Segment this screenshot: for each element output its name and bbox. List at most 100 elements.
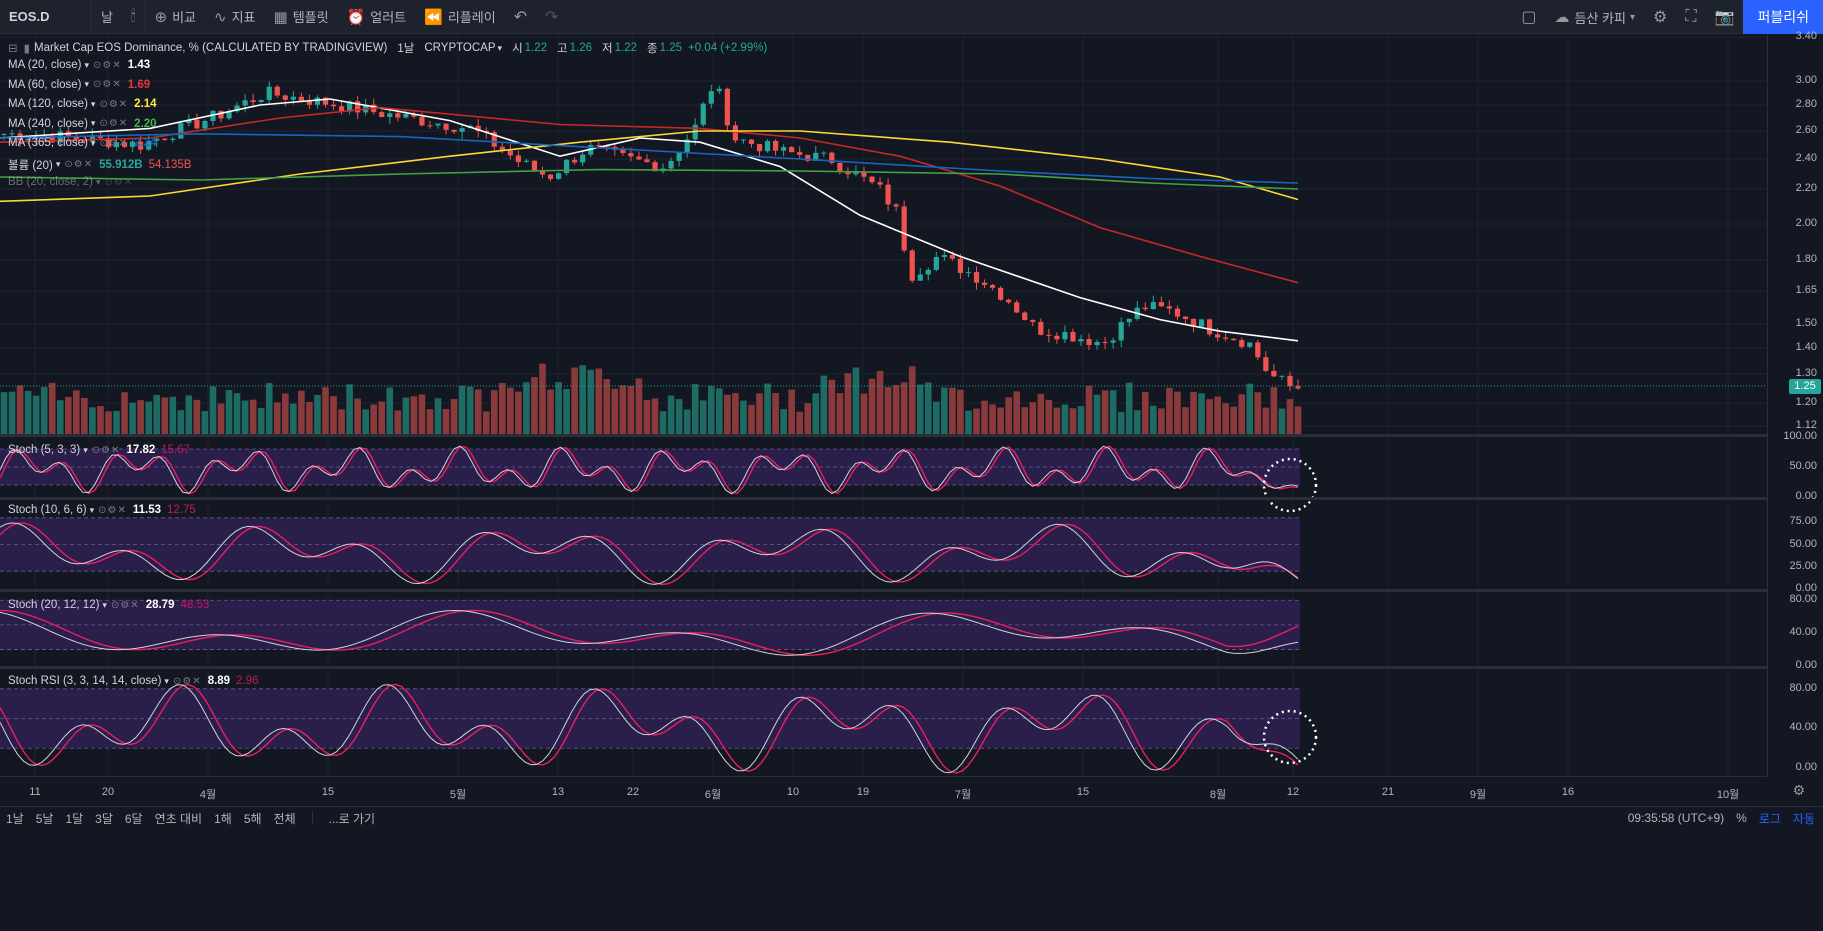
panel-separator[interactable] bbox=[0, 497, 1823, 500]
time-axis[interactable]: 11 20 4월 15 5월 13 22 6월 10 19 7월 15 8월 12 21 9월 16 10월 bbox=[0, 776, 1767, 806]
range-button[interactable]: 1달 bbox=[65, 811, 84, 826]
volume-bar bbox=[64, 396, 72, 434]
volume-bar bbox=[241, 400, 249, 434]
range-button[interactable]: 5날 bbox=[35, 811, 54, 826]
indicator-controls-icon[interactable]: ⊙⚙✕ bbox=[93, 79, 122, 90]
candle-body bbox=[475, 125, 481, 132]
fullscreen-button[interactable]: ⛶ bbox=[1676, 0, 1705, 34]
fullscreen-layout-button[interactable]: ▢ bbox=[1512, 0, 1545, 34]
chevron-down-icon[interactable]: ▾ bbox=[102, 599, 107, 610]
volume-bar bbox=[394, 410, 402, 434]
chevron-down-icon[interactable]: ▾ bbox=[90, 98, 96, 109]
volume-bar bbox=[1133, 410, 1141, 434]
templates-button[interactable]: ▦ 템플릿 bbox=[265, 0, 338, 34]
candles-icon: 🕯 bbox=[130, 7, 136, 25]
candle-body bbox=[1239, 340, 1245, 347]
range-button[interactable]: 전체 bbox=[273, 811, 296, 826]
undo-button[interactable]: ↶ bbox=[505, 0, 536, 34]
chart-style-button[interactable]: 🕯 bbox=[122, 0, 145, 34]
indicator-controls-icon[interactable]: ⊙⚙✕ bbox=[99, 118, 129, 129]
candle-body bbox=[740, 139, 747, 141]
indicator-legend[interactable]: BB (20, close, 2) ▾ ⊙⚙✕ bbox=[8, 176, 145, 188]
panel-separator[interactable] bbox=[0, 434, 1823, 437]
settings-button[interactable]: ⚙ bbox=[1644, 0, 1676, 34]
indicator-controls-icon[interactable]: ⊙⚙✕ bbox=[98, 504, 127, 516]
goto-date-button[interactable]: ...로 가기 bbox=[328, 811, 376, 826]
stoch-legend[interactable]: Stoch (10, 6, 6) ▾ ⊙⚙✕ 11.53 12.75 bbox=[8, 504, 196, 516]
volume-bar bbox=[121, 392, 128, 434]
chevron-down-icon[interactable]: ▾ bbox=[96, 176, 101, 187]
interval-button[interactable]: 날 bbox=[92, 0, 122, 34]
log-toggle[interactable]: 로그 bbox=[1758, 811, 1781, 826]
indicator-legend[interactable]: MA (365, close) ▾ ⊙⚙✕ 2.24 bbox=[8, 137, 163, 149]
auto-toggle[interactable]: 자동 bbox=[1792, 811, 1815, 826]
panel-separator[interactable] bbox=[0, 589, 1823, 592]
time-axis-settings-button[interactable]: ⚙ bbox=[1792, 782, 1805, 799]
chevron-down-icon[interactable]: ▾ bbox=[90, 137, 96, 148]
replay-button[interactable]: ⏪ 리플레이 bbox=[415, 0, 505, 34]
indicator-controls-icon[interactable]: ⊙⚙✕ bbox=[104, 176, 134, 188]
stoch-legend[interactable]: Stoch (20, 12, 12) ▾ ⊙⚙✕ 28.79 48.53 bbox=[8, 599, 209, 611]
indicator-controls-icon[interactable]: ⊙⚙✕ bbox=[172, 675, 202, 687]
time-label: 10 bbox=[786, 786, 800, 798]
stoch-legend[interactable]: Stoch RSI (3, 3, 14, 14, close) ▾ ⊙⚙✕ 8.89 2… bbox=[8, 675, 258, 687]
volume-bar bbox=[523, 382, 530, 434]
chevron-down-icon[interactable]: ▾ bbox=[497, 42, 503, 53]
volume-bar bbox=[989, 404, 996, 434]
collapse-icon[interactable]: ⊟ bbox=[8, 43, 18, 55]
time-label: 15 bbox=[321, 786, 335, 798]
candle-body bbox=[9, 133, 15, 135]
indicator-legend[interactable]: MA (120, close) ▾ ⊙⚙✕ 2.14 bbox=[8, 98, 163, 110]
candle-body bbox=[965, 272, 972, 274]
indicator-legend[interactable]: MA (60, close) ▾ ⊙⚙✕ 1.69 bbox=[8, 79, 156, 91]
range-button[interactable]: 5해 bbox=[243, 811, 262, 826]
indicator-legend[interactable]: 볼륨 (20) ▾ ⊙⚙✕ 55.912B 54.135B bbox=[8, 157, 191, 173]
chevron-down-icon[interactable]: ▾ bbox=[164, 675, 169, 686]
cloud-copy-button[interactable]: ☁ 듬산 카피 ▾ bbox=[1546, 0, 1644, 34]
indicator-controls-icon[interactable]: ⊙⚙✕ bbox=[64, 159, 94, 170]
range-button[interactable]: 연초 대비 bbox=[154, 811, 203, 826]
chevron-down-icon[interactable]: ▾ bbox=[84, 79, 90, 89]
percent-toggle[interactable]: % bbox=[1736, 811, 1747, 825]
indicator-controls-icon[interactable]: ⊙⚙✕ bbox=[91, 444, 121, 456]
range-button[interactable]: 1해 bbox=[214, 811, 232, 826]
indicator-label: MA (120, close) bbox=[8, 98, 88, 110]
price-label: 1.65 bbox=[1795, 284, 1817, 296]
alert-button[interactable]: ⏰ 얼러트 bbox=[338, 0, 416, 34]
indicators-button[interactable]: ∿ 지표 bbox=[205, 0, 265, 34]
range-button[interactable]: 3달 bbox=[95, 811, 113, 826]
time-label: 6월 bbox=[704, 789, 722, 801]
chevron-down-icon[interactable]: ▾ bbox=[89, 504, 95, 515]
price-axis[interactable]: 3.40 3.00 2.80 2.60 2.40 2.20 2.00 1.80 1.65 1.50… bbox=[1767, 30, 1823, 776]
indicator-legend[interactable]: MA (240, close) ▾ ⊙⚙✕ 2.20 bbox=[8, 118, 163, 130]
candle-body bbox=[435, 123, 441, 126]
candle-body bbox=[1190, 319, 1197, 327]
chevron-down-icon[interactable]: ▾ bbox=[83, 444, 88, 455]
snapshot-button[interactable]: 📷 bbox=[1706, 0, 1744, 34]
indicator-controls-icon[interactable]: ⊙⚙✕ bbox=[99, 98, 129, 110]
candlesticks bbox=[1, 81, 1301, 391]
chevron-down-icon[interactable]: ▾ bbox=[84, 59, 90, 70]
chart-canvas[interactable] bbox=[0, 34, 1767, 776]
time-label: 4월 bbox=[199, 789, 217, 801]
compare-button[interactable]: ⊕ 비교 bbox=[146, 0, 206, 34]
stoch-legend[interactable]: Stoch (5, 3, 3) ▾ ⊙⚙✕ 17.82 15.67 bbox=[8, 444, 190, 456]
chevron-down-icon[interactable]: ▾ bbox=[55, 159, 61, 169]
main-series-legend[interactable]: ⊟ ▮ Market Cap EOS Dominance, % (CALCULA… bbox=[8, 40, 767, 56]
volume-bar bbox=[868, 378, 876, 434]
candle-body bbox=[1086, 339, 1092, 346]
indicator-controls-icon[interactable]: ⊙⚙✕ bbox=[99, 137, 129, 149]
publish-button[interactable]: 퍼블리쉬 bbox=[1743, 0, 1823, 34]
symbol-search[interactable]: EOS.D bbox=[0, 0, 92, 34]
candle-body bbox=[893, 204, 899, 207]
indicator-controls-icon[interactable]: ⊙⚙✕ bbox=[110, 599, 140, 611]
redo-button[interactable]: ↷ bbox=[536, 0, 567, 34]
clock[interactable]: 09:35:58 (UTC+9) bbox=[1627, 811, 1725, 825]
volume-bar bbox=[1085, 385, 1093, 434]
indicator-controls-icon[interactable]: ⊙⚙✕ bbox=[93, 59, 122, 71]
range-button[interactable]: 6달 bbox=[124, 811, 143, 826]
indicator-legend[interactable]: MA (20, close) ▾ ⊙⚙✕ 1.43 bbox=[8, 59, 156, 71]
chevron-down-icon[interactable]: ▾ bbox=[90, 118, 96, 128]
panel-separator[interactable] bbox=[0, 666, 1823, 669]
range-button[interactable]: 1날 bbox=[6, 811, 24, 826]
